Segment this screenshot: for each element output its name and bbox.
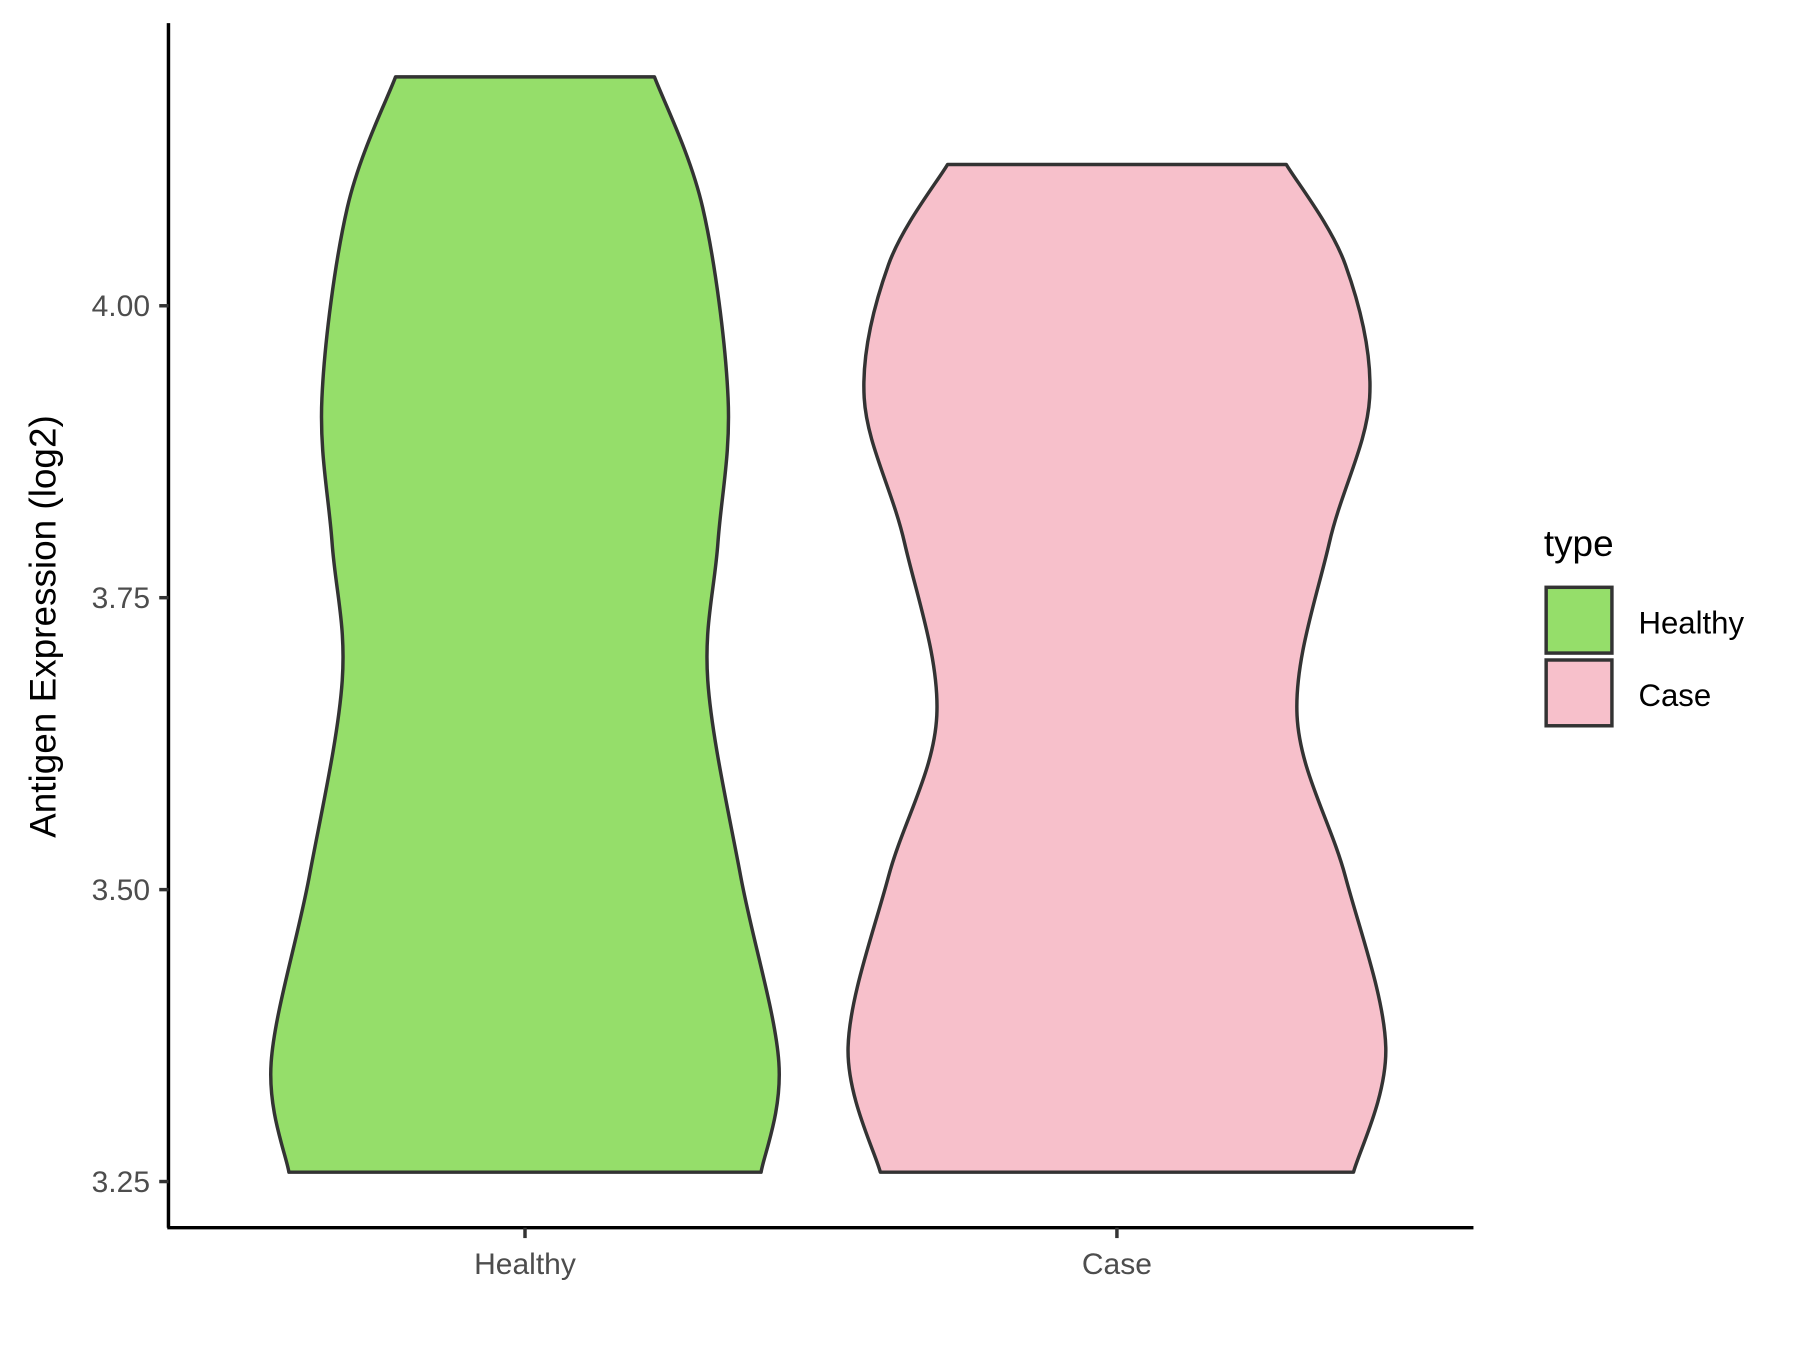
y-tick-label: 4.00: [92, 290, 150, 323]
legend-label-healthy: Healthy: [1638, 605, 1744, 640]
y-tick-label: 3.50: [92, 874, 150, 907]
violin-case: [846, 162, 1388, 1174]
y-tick-label: 3.75: [92, 582, 150, 615]
violin-healthy: [269, 75, 781, 1174]
violins: [269, 75, 1388, 1174]
legend-key-healthy: [1544, 585, 1614, 655]
y-tick-label: 3.25: [92, 1166, 150, 1199]
legend: type Healthy Case: [1544, 523, 1744, 728]
legend-label-case: Case: [1638, 678, 1711, 713]
x-tick-label-case: Case: [1082, 1248, 1152, 1281]
y-axis-title: Antigen Expression (log2): [22, 415, 63, 838]
x-tick-label-healthy: Healthy: [474, 1248, 576, 1281]
legend-title: type: [1544, 523, 1614, 564]
legend-key-case: [1544, 658, 1614, 728]
